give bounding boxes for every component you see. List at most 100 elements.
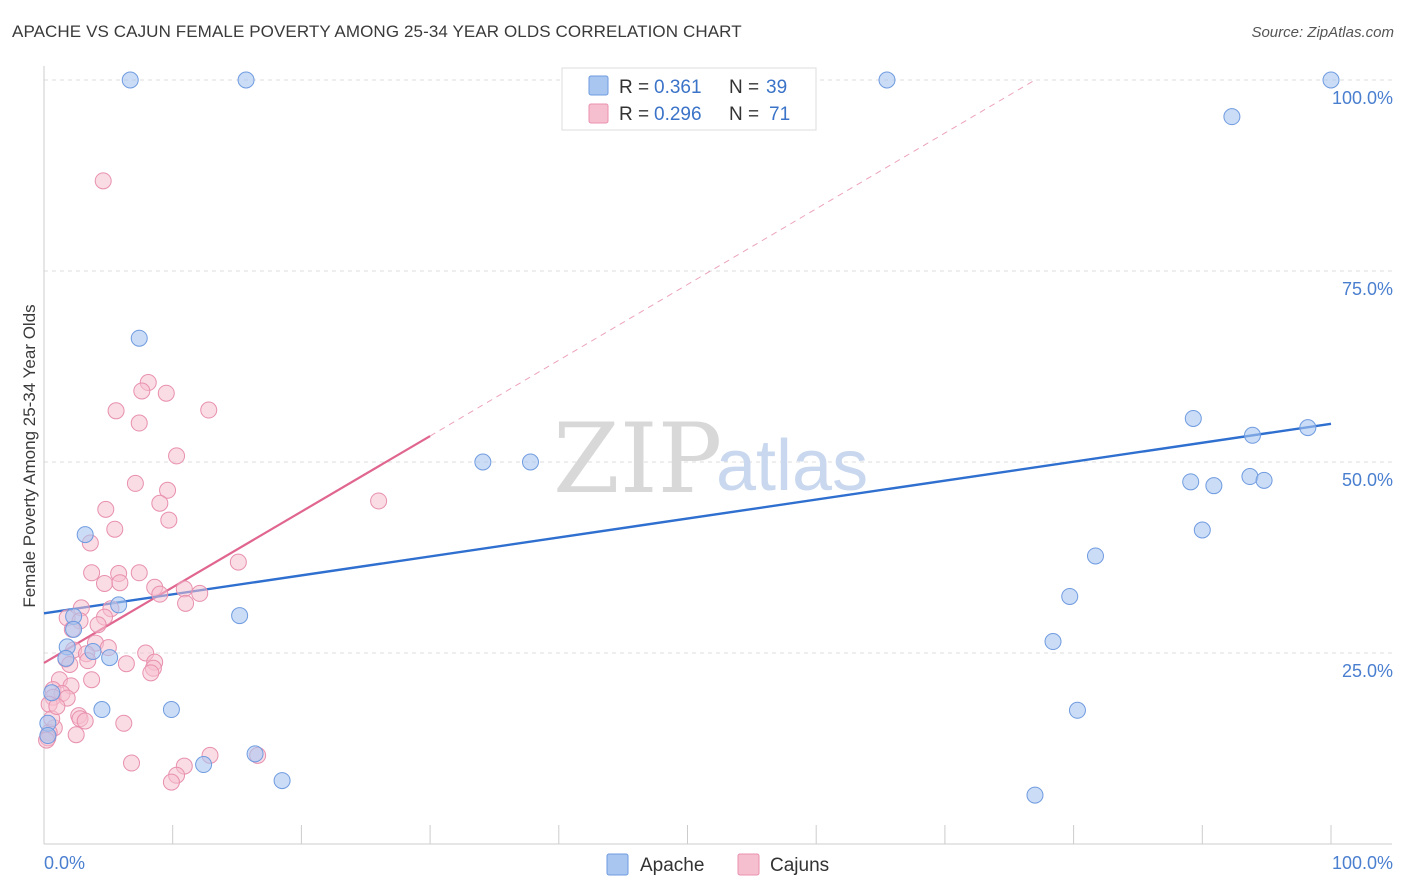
apache-point: [521, 453, 539, 471]
apache-point: [878, 71, 896, 89]
apache-point: [1299, 419, 1317, 437]
apache-point: [76, 526, 94, 544]
apache-point: [1193, 521, 1211, 539]
grid: [44, 79, 1392, 654]
apache-point: [1061, 587, 1079, 605]
cajuns-point: [162, 773, 180, 791]
data-points: [38, 71, 1340, 804]
apache-point: [1322, 71, 1340, 89]
apache-point: [65, 620, 83, 638]
apache-point: [43, 684, 61, 702]
cajuns-point: [115, 714, 133, 732]
apache-point: [130, 329, 148, 347]
apache-point: [1026, 786, 1044, 804]
cajuns-point: [76, 712, 94, 730]
watermark-zip: ZIP: [553, 403, 722, 515]
watermark-atlas: atlas: [716, 426, 868, 506]
cajuns-point: [130, 564, 148, 582]
apache-point: [57, 649, 75, 667]
cajuns-point: [94, 172, 112, 190]
cajuns-point: [157, 384, 175, 402]
cajuns-point: [160, 511, 178, 529]
cajuns-point: [151, 585, 169, 603]
axes: 25.0% 50.0% 75.0% 100.0% 0.0% 100.0%: [43, 66, 1393, 873]
apache-point: [1205, 477, 1223, 495]
chart-title: APACHE VS CAJUN FEMALE POVERTY AMONG 25-…: [12, 22, 742, 41]
legend-cajuns-n-label: N =: [729, 104, 759, 125]
cajuns-point: [123, 754, 141, 772]
cajuns-point: [107, 402, 125, 420]
apache-point: [1223, 108, 1241, 126]
cajuns-point: [177, 594, 195, 612]
legend: R = 0.361 N = 39 R = 0.296 N = 71: [561, 67, 817, 131]
cajuns-point: [67, 726, 85, 744]
cajuns-point: [191, 584, 209, 602]
apache-point: [231, 607, 249, 625]
cajuns-point: [83, 564, 101, 582]
legend-cajuns-r-value: 0.296: [654, 104, 702, 125]
apache-point: [110, 596, 128, 614]
apache-point: [1086, 547, 1104, 565]
cajuns-point: [175, 580, 193, 598]
legend-cajuns-r-label: R =: [619, 104, 649, 125]
y-tick-label: 75.0%: [1342, 279, 1393, 299]
apache-point: [273, 772, 291, 790]
cajuns-point: [111, 574, 129, 592]
apache-point: [1044, 633, 1062, 651]
bottom-legend-apache-label: Apache: [640, 855, 704, 876]
apache-point: [1184, 409, 1202, 427]
apache-point: [162, 701, 180, 719]
legend-apache-r-value: 0.361: [654, 77, 702, 98]
source-label: Source: ZipAtlas.com: [1251, 24, 1394, 41]
legend-cajuns-n-value: 71: [769, 104, 790, 125]
apache-point: [1243, 426, 1261, 444]
cajuns-point: [229, 553, 247, 571]
cajuns-point: [130, 414, 148, 432]
bottom-legend: Apache Cajuns: [606, 853, 829, 876]
apache-point: [474, 453, 492, 471]
x-tick-label-min: 0.0%: [44, 853, 85, 873]
apache-point: [1068, 701, 1086, 719]
legend-apache-n-value: 39: [766, 77, 787, 98]
cajuns-point: [106, 520, 124, 538]
cajuns-point: [151, 494, 169, 512]
apache-trend-line: [43, 422, 1332, 615]
trend-lines: [43, 79, 1332, 664]
cajuns-point: [95, 574, 113, 592]
watermark: ZIP atlas: [553, 403, 868, 515]
bottom-legend-cajuns-label: Cajuns: [770, 855, 829, 876]
cajuns-point: [142, 664, 160, 682]
bottom-legend-apache-swatch: [606, 853, 629, 876]
apache-point: [101, 649, 119, 667]
apache-point: [93, 701, 111, 719]
bottom-legend-cajuns-swatch: [737, 853, 760, 876]
cajuns-trend-line: [43, 435, 431, 664]
cajuns-point: [126, 474, 144, 492]
cajuns-point: [168, 447, 186, 465]
y-tick-label: 50.0%: [1342, 470, 1393, 490]
cajuns-trend-extension: [429, 79, 1036, 437]
cajuns-point: [159, 481, 177, 499]
cajuns-point: [133, 382, 151, 400]
apache-point: [195, 756, 213, 774]
apache-point: [121, 71, 139, 89]
y-axis-label: Female Poverty Among 25-34 Year Olds: [20, 304, 39, 607]
legend-apache-swatch: [588, 75, 609, 96]
cajuns-point: [97, 500, 115, 518]
cajuns-point: [200, 401, 218, 419]
cajuns-point: [117, 655, 135, 673]
cajuns-point: [89, 616, 107, 634]
x-tick-label-max: 100.0%: [1332, 853, 1393, 873]
y-tick-label: 25.0%: [1342, 661, 1393, 681]
cajuns-point: [83, 671, 101, 689]
legend-cajuns-swatch: [588, 103, 609, 124]
apache-point: [1255, 471, 1273, 489]
apache-point: [237, 71, 255, 89]
legend-apache-n-label: N =: [729, 77, 759, 98]
apache-point: [39, 727, 57, 745]
cajuns-point: [370, 492, 388, 510]
apache-point: [1241, 468, 1259, 486]
apache-point: [84, 642, 102, 660]
apache-point: [246, 745, 264, 763]
